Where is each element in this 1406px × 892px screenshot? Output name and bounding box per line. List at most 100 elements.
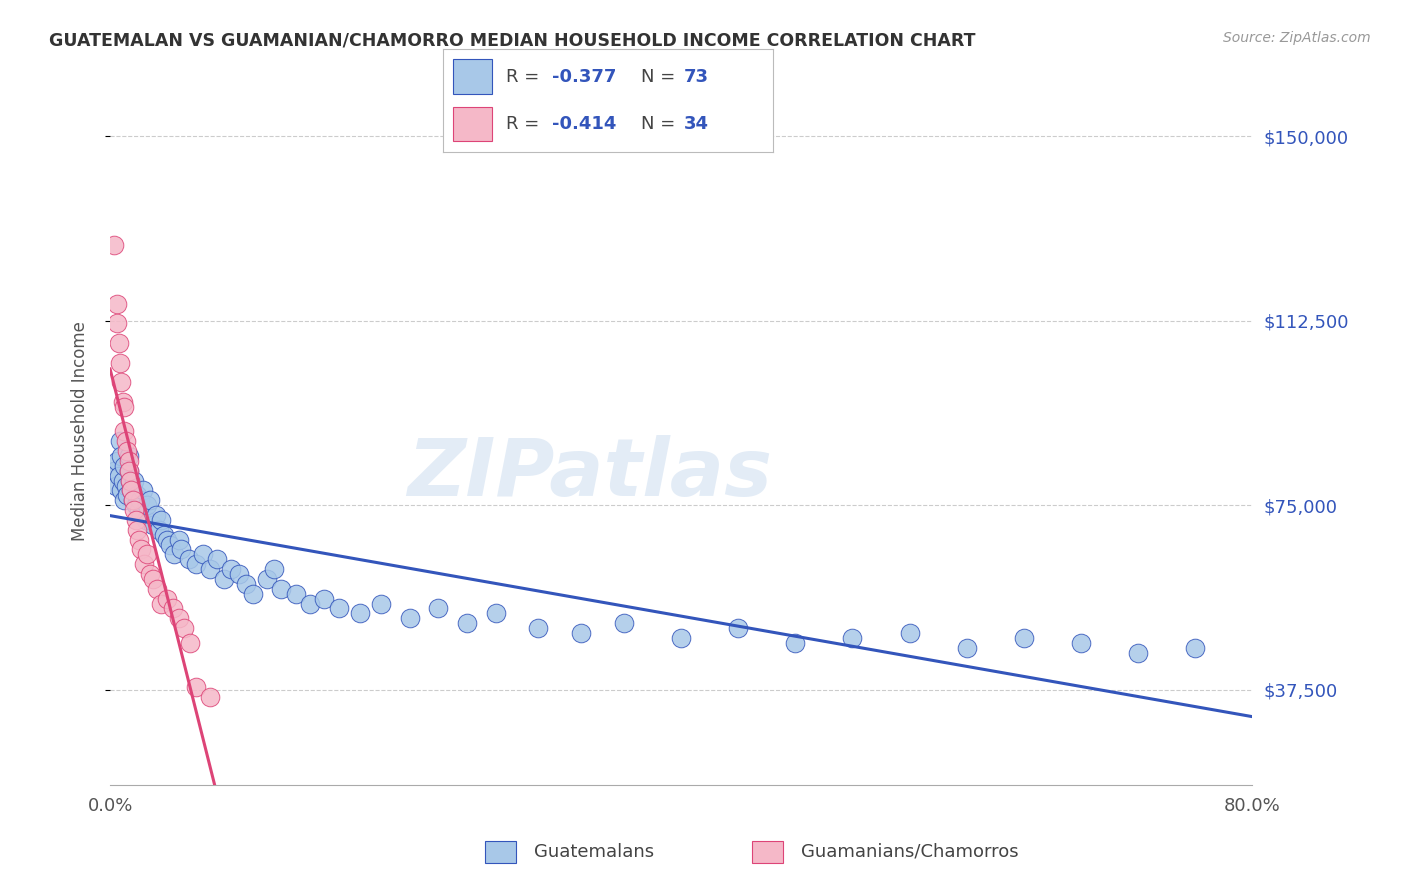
Point [527,621,550,635]
Point [103,464,125,478]
Point [134,558,156,572]
Point [112,458,135,473]
Text: Source: ZipAtlas.com: Source: ZipAtlas.com [1223,31,1371,45]
Point [184,558,207,572]
Text: R =: R = [506,115,544,133]
Point [173,621,195,635]
Point [159,537,181,551]
Point [110,449,132,463]
Point [124,474,146,488]
Point [131,508,153,522]
Point [117,464,139,478]
Point [613,616,636,631]
Point [145,508,167,522]
Point [107,335,129,350]
Point [146,582,169,596]
Point [135,513,157,527]
Text: N =: N = [641,115,681,133]
Point [456,616,478,631]
Point [328,601,350,615]
Point [170,542,193,557]
Point [177,552,200,566]
Point [124,503,146,517]
Point [117,449,139,463]
Point [162,601,184,615]
Point [1126,646,1149,660]
Point [125,498,148,512]
Text: Guamanians/Chamorros: Guamanians/Chamorros [801,843,1019,861]
Text: 73: 73 [685,68,709,86]
Point [115,488,138,502]
Point [120,474,142,488]
Point [1070,636,1092,650]
Point [1012,631,1035,645]
Point [349,607,371,621]
Point [484,607,506,621]
Point [569,626,592,640]
Point [139,493,162,508]
Point [105,296,128,310]
Text: Guatemalans: Guatemalans [534,843,654,861]
Point [136,498,159,512]
Point [270,582,292,596]
Point [129,493,152,508]
Point [103,237,125,252]
Point [150,513,173,527]
Point [122,493,145,508]
Point [205,552,228,566]
Point [110,483,132,498]
Point [148,523,170,537]
Point [298,597,321,611]
Point [1184,640,1206,655]
Point [179,636,201,650]
Point [156,591,179,606]
Point [191,547,214,561]
Point [125,513,148,527]
Point [785,636,807,650]
Point [112,493,135,508]
Point [727,621,749,635]
Point [139,567,162,582]
Point [370,597,392,611]
Point [111,395,134,409]
Point [198,562,221,576]
Point [108,434,131,449]
Point [153,527,176,541]
Point [108,356,131,370]
Point [104,478,127,492]
Point [105,454,128,468]
Point [669,631,692,645]
Point [142,517,165,532]
Point [142,572,165,586]
Point [112,425,135,439]
Text: R =: R = [506,68,544,86]
Point [898,626,921,640]
Point [128,503,150,517]
Point [128,533,150,547]
Text: -0.377: -0.377 [553,68,616,86]
Point [127,523,149,537]
Text: -0.414: -0.414 [553,115,616,133]
Point [221,562,243,576]
Point [284,587,307,601]
Point [228,567,250,582]
Text: ZIPatlas: ZIPatlas [408,435,772,513]
Point [127,488,149,502]
Point [120,474,142,488]
Point [198,690,221,704]
Point [121,483,143,498]
Point [314,591,336,606]
Point [105,316,128,330]
Point [110,376,132,390]
Point [136,547,159,561]
Point [156,533,179,547]
Point [235,577,257,591]
Point [399,611,422,625]
Point [167,533,190,547]
Point [115,444,138,458]
Point [114,434,136,449]
Point [121,483,143,498]
Point [117,454,139,468]
FancyBboxPatch shape [453,106,492,141]
Point [114,478,136,492]
